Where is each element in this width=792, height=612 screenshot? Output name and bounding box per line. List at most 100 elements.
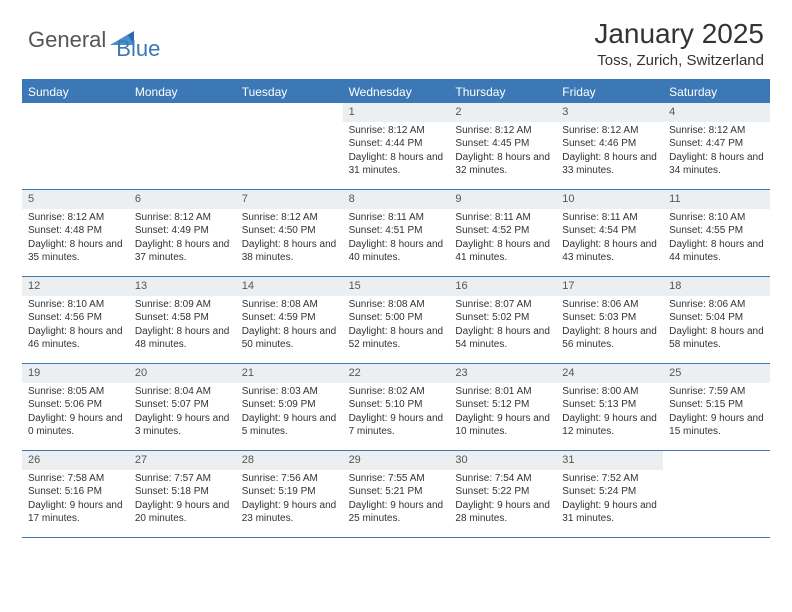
daylight-text: Daylight: 8 hours and 35 minutes. — [28, 238, 123, 265]
day-number: 23 — [449, 364, 556, 383]
day-body: Sunrise: 8:11 AMSunset: 4:52 PMDaylight:… — [449, 209, 556, 269]
sunset-text: Sunset: 5:07 PM — [135, 398, 230, 412]
sunset-text: Sunset: 5:04 PM — [669, 311, 764, 325]
daylight-text: Daylight: 8 hours and 58 minutes. — [669, 325, 764, 352]
day-number: 10 — [556, 190, 663, 209]
weekday-label: Wednesday — [343, 81, 450, 103]
day-body: Sunrise: 8:09 AMSunset: 4:58 PMDaylight:… — [129, 296, 236, 356]
daylight-text: Daylight: 9 hours and 12 minutes. — [562, 412, 657, 439]
daylight-text: Daylight: 9 hours and 3 minutes. — [135, 412, 230, 439]
day-number: 7 — [236, 190, 343, 209]
day-body: Sunrise: 7:52 AMSunset: 5:24 PMDaylight:… — [556, 470, 663, 530]
day-number: 28 — [236, 451, 343, 470]
sunrise-text: Sunrise: 8:10 AM — [669, 211, 764, 225]
sunrise-text: Sunrise: 8:00 AM — [562, 385, 657, 399]
day-cell: 25Sunrise: 7:59 AMSunset: 5:15 PMDayligh… — [663, 364, 770, 450]
weekday-header: SundayMondayTuesdayWednesdayThursdayFrid… — [22, 81, 770, 103]
day-number: 11 — [663, 190, 770, 209]
day-body: Sunrise: 8:02 AMSunset: 5:10 PMDaylight:… — [343, 383, 450, 443]
sunrise-text: Sunrise: 8:12 AM — [562, 124, 657, 138]
day-body: Sunrise: 7:56 AMSunset: 5:19 PMDaylight:… — [236, 470, 343, 530]
day-cell: 1Sunrise: 8:12 AMSunset: 4:44 PMDaylight… — [343, 103, 450, 189]
sunrise-text: Sunrise: 8:10 AM — [28, 298, 123, 312]
day-cell: 11Sunrise: 8:10 AMSunset: 4:55 PMDayligh… — [663, 190, 770, 276]
day-body: Sunrise: 8:05 AMSunset: 5:06 PMDaylight:… — [22, 383, 129, 443]
sunrise-text: Sunrise: 8:11 AM — [562, 211, 657, 225]
day-number: 18 — [663, 277, 770, 296]
sunset-text: Sunset: 5:09 PM — [242, 398, 337, 412]
day-body: Sunrise: 8:06 AMSunset: 5:04 PMDaylight:… — [663, 296, 770, 356]
daylight-text: Daylight: 8 hours and 56 minutes. — [562, 325, 657, 352]
weekday-label: Saturday — [663, 81, 770, 103]
day-cell: 19Sunrise: 8:05 AMSunset: 5:06 PMDayligh… — [22, 364, 129, 450]
day-cell — [22, 103, 129, 189]
sunrise-text: Sunrise: 7:55 AM — [349, 472, 444, 486]
day-cell: 10Sunrise: 8:11 AMSunset: 4:54 PMDayligh… — [556, 190, 663, 276]
day-body: Sunrise: 8:12 AMSunset: 4:49 PMDaylight:… — [129, 209, 236, 269]
sunset-text: Sunset: 5:12 PM — [455, 398, 550, 412]
sunset-text: Sunset: 4:59 PM — [242, 311, 337, 325]
day-number: 29 — [343, 451, 450, 470]
sunrise-text: Sunrise: 8:03 AM — [242, 385, 337, 399]
day-number: 27 — [129, 451, 236, 470]
day-cell: 7Sunrise: 8:12 AMSunset: 4:50 PMDaylight… — [236, 190, 343, 276]
sunset-text: Sunset: 5:22 PM — [455, 485, 550, 499]
day-cell: 4Sunrise: 8:12 AMSunset: 4:47 PMDaylight… — [663, 103, 770, 189]
day-cell: 12Sunrise: 8:10 AMSunset: 4:56 PMDayligh… — [22, 277, 129, 363]
sunset-text: Sunset: 4:52 PM — [455, 224, 550, 238]
day-cell: 23Sunrise: 8:01 AMSunset: 5:12 PMDayligh… — [449, 364, 556, 450]
calendar: SundayMondayTuesdayWednesdayThursdayFrid… — [22, 79, 770, 538]
daylight-text: Daylight: 9 hours and 7 minutes. — [349, 412, 444, 439]
weekday-label: Thursday — [449, 81, 556, 103]
day-body: Sunrise: 8:11 AMSunset: 4:54 PMDaylight:… — [556, 209, 663, 269]
daylight-text: Daylight: 8 hours and 52 minutes. — [349, 325, 444, 352]
sunset-text: Sunset: 5:13 PM — [562, 398, 657, 412]
day-number: 1 — [343, 103, 450, 122]
day-number: 20 — [129, 364, 236, 383]
location-text: Toss, Zurich, Switzerland — [594, 52, 764, 69]
brand-part1: General — [28, 27, 106, 53]
sunrise-text: Sunrise: 8:06 AM — [669, 298, 764, 312]
day-number: 4 — [663, 103, 770, 122]
weekday-label: Tuesday — [236, 81, 343, 103]
daylight-text: Daylight: 9 hours and 31 minutes. — [562, 499, 657, 526]
sunset-text: Sunset: 4:48 PM — [28, 224, 123, 238]
sunset-text: Sunset: 4:47 PM — [669, 137, 764, 151]
sunrise-text: Sunrise: 8:02 AM — [349, 385, 444, 399]
sunrise-text: Sunrise: 7:54 AM — [455, 472, 550, 486]
sunset-text: Sunset: 4:58 PM — [135, 311, 230, 325]
sunset-text: Sunset: 5:03 PM — [562, 311, 657, 325]
sunset-text: Sunset: 5:00 PM — [349, 311, 444, 325]
sunset-text: Sunset: 4:46 PM — [562, 137, 657, 151]
sunset-text: Sunset: 4:45 PM — [455, 137, 550, 151]
day-cell: 26Sunrise: 7:58 AMSunset: 5:16 PMDayligh… — [22, 451, 129, 537]
day-number: 17 — [556, 277, 663, 296]
day-cell: 17Sunrise: 8:06 AMSunset: 5:03 PMDayligh… — [556, 277, 663, 363]
sunrise-text: Sunrise: 7:57 AM — [135, 472, 230, 486]
day-body: Sunrise: 8:10 AMSunset: 4:56 PMDaylight:… — [22, 296, 129, 356]
day-cell: 29Sunrise: 7:55 AMSunset: 5:21 PMDayligh… — [343, 451, 450, 537]
week-row: 26Sunrise: 7:58 AMSunset: 5:16 PMDayligh… — [22, 451, 770, 538]
sunset-text: Sunset: 4:49 PM — [135, 224, 230, 238]
sunset-text: Sunset: 4:55 PM — [669, 224, 764, 238]
week-row: 1Sunrise: 8:12 AMSunset: 4:44 PMDaylight… — [22, 103, 770, 190]
day-cell — [663, 451, 770, 537]
day-cell: 2Sunrise: 8:12 AMSunset: 4:45 PMDaylight… — [449, 103, 556, 189]
sunset-text: Sunset: 4:54 PM — [562, 224, 657, 238]
day-cell: 28Sunrise: 7:56 AMSunset: 5:19 PMDayligh… — [236, 451, 343, 537]
day-number: 3 — [556, 103, 663, 122]
sunset-text: Sunset: 5:02 PM — [455, 311, 550, 325]
day-cell: 30Sunrise: 7:54 AMSunset: 5:22 PMDayligh… — [449, 451, 556, 537]
daylight-text: Daylight: 8 hours and 48 minutes. — [135, 325, 230, 352]
sunrise-text: Sunrise: 8:12 AM — [349, 124, 444, 138]
daylight-text: Daylight: 9 hours and 15 minutes. — [669, 412, 764, 439]
day-body: Sunrise: 8:00 AMSunset: 5:13 PMDaylight:… — [556, 383, 663, 443]
day-cell: 20Sunrise: 8:04 AMSunset: 5:07 PMDayligh… — [129, 364, 236, 450]
daylight-text: Daylight: 8 hours and 40 minutes. — [349, 238, 444, 265]
sunrise-text: Sunrise: 8:12 AM — [669, 124, 764, 138]
day-body: Sunrise: 7:57 AMSunset: 5:18 PMDaylight:… — [129, 470, 236, 530]
daylight-text: Daylight: 8 hours and 38 minutes. — [242, 238, 337, 265]
day-number: 13 — [129, 277, 236, 296]
daylight-text: Daylight: 8 hours and 37 minutes. — [135, 238, 230, 265]
day-cell: 8Sunrise: 8:11 AMSunset: 4:51 PMDaylight… — [343, 190, 450, 276]
